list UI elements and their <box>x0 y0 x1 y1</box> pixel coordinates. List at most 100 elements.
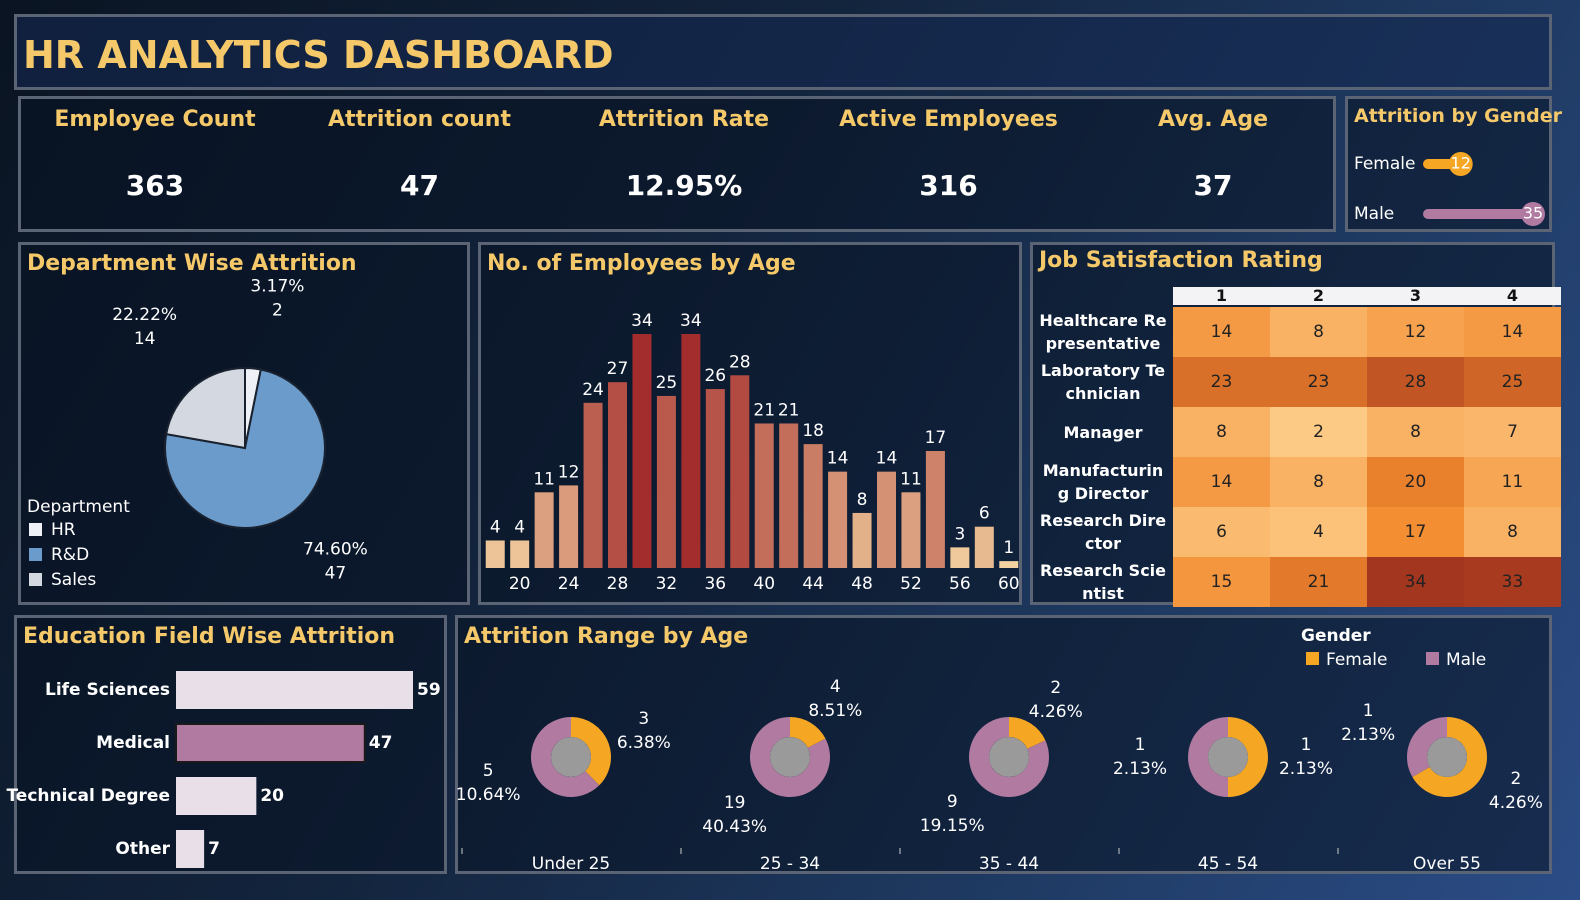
value-label: 1 <box>1003 538 1014 558</box>
donut-count-label: 1 <box>1363 701 1374 721</box>
donut-slice <box>1412 717 1488 797</box>
x-tick-label: 32 <box>656 574 678 594</box>
value-label: 34 <box>631 311 653 331</box>
legend-label: Male <box>1446 650 1486 670</box>
column-header: 1 <box>1173 287 1270 305</box>
bar-cap <box>1448 152 1473 176</box>
chart-svg: 3.17% 2 74.60% 47 22.22% 14 Department HR R&D Sal… <box>27 277 368 590</box>
heatmap-cell: 8 <box>1173 407 1270 457</box>
bar <box>925 451 945 568</box>
bar <box>485 540 505 568</box>
pie-percent-label: 74.60% <box>303 539 368 559</box>
heatmap-cell: 4 <box>1270 507 1367 557</box>
heatmap-cell: 34 <box>1367 557 1464 607</box>
value-label: 4 <box>490 517 501 537</box>
heatmap-cell: 14 <box>1464 307 1561 357</box>
donut-count-label: 19 <box>724 793 746 813</box>
donut-percent-label: 2.13% <box>1113 759 1167 779</box>
donut-slice <box>1228 717 1268 797</box>
legend-label: Sales <box>51 570 96 590</box>
x-tick-label: 20 <box>509 574 531 594</box>
bar <box>176 671 413 709</box>
chart-title: Department Wise Attrition <box>27 251 357 276</box>
donut-percent-label: 4.26% <box>1489 793 1543 813</box>
row-label: Manufacturing Director <box>1042 461 1164 503</box>
category-label: Under 25 <box>532 854 611 874</box>
value-label: 35 <box>1523 204 1543 223</box>
chart-panel: 3 6.38% 5 10.64% Under 25 4 8.51% 19 40.43% 25 - … <box>455 615 1552 874</box>
value-label: 21 <box>778 400 800 420</box>
donut-slice <box>749 717 830 797</box>
chart-svg: Female 12 Male 35 <box>1354 152 1545 226</box>
kpi-value: 37 <box>1193 169 1233 202</box>
column-header: 4 <box>1464 287 1561 305</box>
bar <box>559 485 579 568</box>
kpi-label: Employee Count <box>54 107 256 132</box>
chart-panel: Female 12 Male 35 Attrition by Gender <box>1345 96 1562 232</box>
bar <box>950 547 970 568</box>
value-label: 7 <box>208 839 220 859</box>
legend-title: Department <box>27 497 130 517</box>
category-label: Female <box>1354 154 1415 174</box>
donut-slice <box>1188 717 1228 797</box>
donut-count-label: 2 <box>1510 769 1521 789</box>
category-label: Male <box>1354 204 1394 224</box>
bar <box>852 512 872 568</box>
donut-percent-label: 6.38% <box>617 733 671 753</box>
x-tick-label: 48 <box>851 574 873 594</box>
x-tick-label: 44 <box>802 574 824 594</box>
chart-title: Job Satisfaction Rating <box>1039 248 1323 273</box>
value-label: 3 <box>954 524 965 544</box>
pie-percent-label: 22.22% <box>112 305 177 325</box>
donut-hole <box>551 737 591 777</box>
donut-percent-label: 40.43% <box>702 817 767 837</box>
bar <box>583 402 603 568</box>
heatmap-cell: 8 <box>1367 407 1464 457</box>
bar <box>803 444 823 568</box>
chart-title: Attrition Range by Age <box>464 624 749 649</box>
pie-count-label: 2 <box>272 301 283 321</box>
donut-slice <box>969 717 1049 797</box>
kpi-panel: Employee Count 363 Attrition count 47 Attrit… <box>18 96 1336 232</box>
category-label: Life Sciences <box>45 680 170 700</box>
value-label: 14 <box>876 449 898 469</box>
value-label: 8 <box>857 490 868 510</box>
heatmap-cell: 21 <box>1270 557 1367 607</box>
bar <box>999 561 1019 568</box>
column-header: 3 <box>1367 287 1464 305</box>
bar <box>828 471 848 568</box>
donut-percent-label: 19.15% <box>920 816 985 836</box>
heatmap-cell: 28 <box>1367 357 1464 407</box>
value-label: 14 <box>827 449 849 469</box>
bar <box>705 389 725 568</box>
heatmap-cell: 33 <box>1464 557 1561 607</box>
donut-percent-label: 10.64% <box>456 785 521 805</box>
kpi-label: Avg. Age <box>1157 107 1269 132</box>
bar <box>534 492 554 568</box>
dashboard-title: HR ANALYTICS DASHBOARD <box>23 33 614 77</box>
bar <box>974 526 994 568</box>
heatmap-cell: 15 <box>1173 557 1270 607</box>
row-label: Healthcare Representative <box>1039 311 1167 353</box>
heatmap-cell: 20 <box>1367 457 1464 507</box>
donut-count-label: 4 <box>830 677 841 697</box>
bar <box>632 334 652 568</box>
donut-hole <box>1208 737 1248 777</box>
bar <box>510 540 530 568</box>
chart-title: No. of Employees by Age <box>487 251 796 276</box>
value-label: 11 <box>900 469 922 489</box>
legend-swatch <box>29 523 42 536</box>
kpi-label: Attrition Rate <box>598 107 770 132</box>
value-label: 27 <box>607 359 629 379</box>
legend-label: HR <box>51 520 76 540</box>
donut-count-label: 2 <box>1050 678 1061 698</box>
heatmap-cell: 14 <box>1173 457 1270 507</box>
value-label: 21 <box>753 400 775 420</box>
value-label: 24 <box>582 380 604 400</box>
value-label: 28 <box>729 352 751 372</box>
category-label: Other <box>115 839 170 859</box>
bar <box>901 492 921 568</box>
donut-slice <box>571 717 611 786</box>
chart-panel: 1 2 3 4 Healthcare Representative 14 8 12 14 Labo… <box>1030 242 1561 607</box>
